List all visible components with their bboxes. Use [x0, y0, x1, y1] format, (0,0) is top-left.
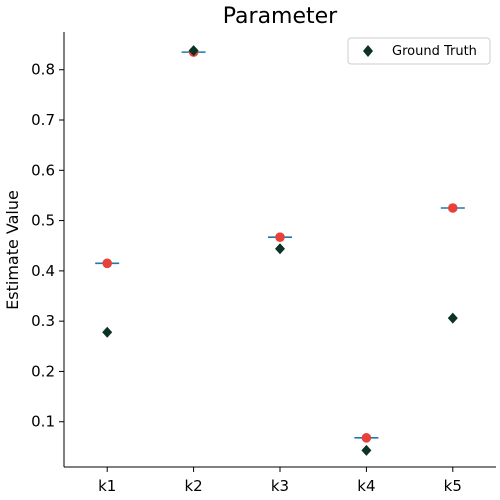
y-tick-label: 0.3	[31, 312, 55, 330]
y-tick-label: 0.1	[31, 413, 55, 431]
legend-diamond-marker	[363, 45, 373, 57]
x-tick-label-k2: k2	[184, 477, 202, 495]
x-tick-label-k4: k4	[357, 477, 375, 495]
x-tick-label-k5: k5	[444, 477, 462, 495]
y-tick-label: 0.5	[31, 212, 55, 230]
x-ticks: k1 k2 k3 k4 k5	[98, 467, 462, 495]
y-tick-label: 0.7	[31, 111, 55, 129]
legend-frame	[347, 37, 491, 65]
data-marks	[95, 45, 465, 456]
estimate-point-k4	[361, 433, 372, 443]
ground-truth-point-k1	[102, 326, 113, 338]
chart-title: Parameter	[223, 4, 338, 29]
y-tick-label: 0.6	[31, 161, 55, 179]
estimate-point-k1	[102, 258, 112, 269]
ground-truth-point-k2	[188, 45, 199, 57]
ground-truth-point-k3	[275, 243, 285, 255]
legend: Ground Truth	[347, 37, 491, 65]
y-tick-label: 0.8	[31, 61, 55, 79]
estimate-point-k3	[275, 232, 285, 242]
x-tick-label-k1: k1	[98, 477, 116, 495]
y-ticks: 0.1 0.2 0.3 0.4 0.5 0.6 0.7 0.8	[31, 61, 64, 431]
y-tick-label: 0.4	[31, 262, 55, 280]
y-tick-label: 0.2	[31, 362, 55, 380]
y-axis-label: Estimate Value	[3, 190, 22, 310]
ground-truth-point-k5	[447, 312, 458, 324]
legend-entry-ground-truth: Ground Truth	[392, 44, 477, 59]
estimate-point-k5	[448, 203, 458, 213]
ground-truth-point-k4	[361, 444, 372, 456]
x-tick-label-k3: k3	[271, 477, 289, 495]
